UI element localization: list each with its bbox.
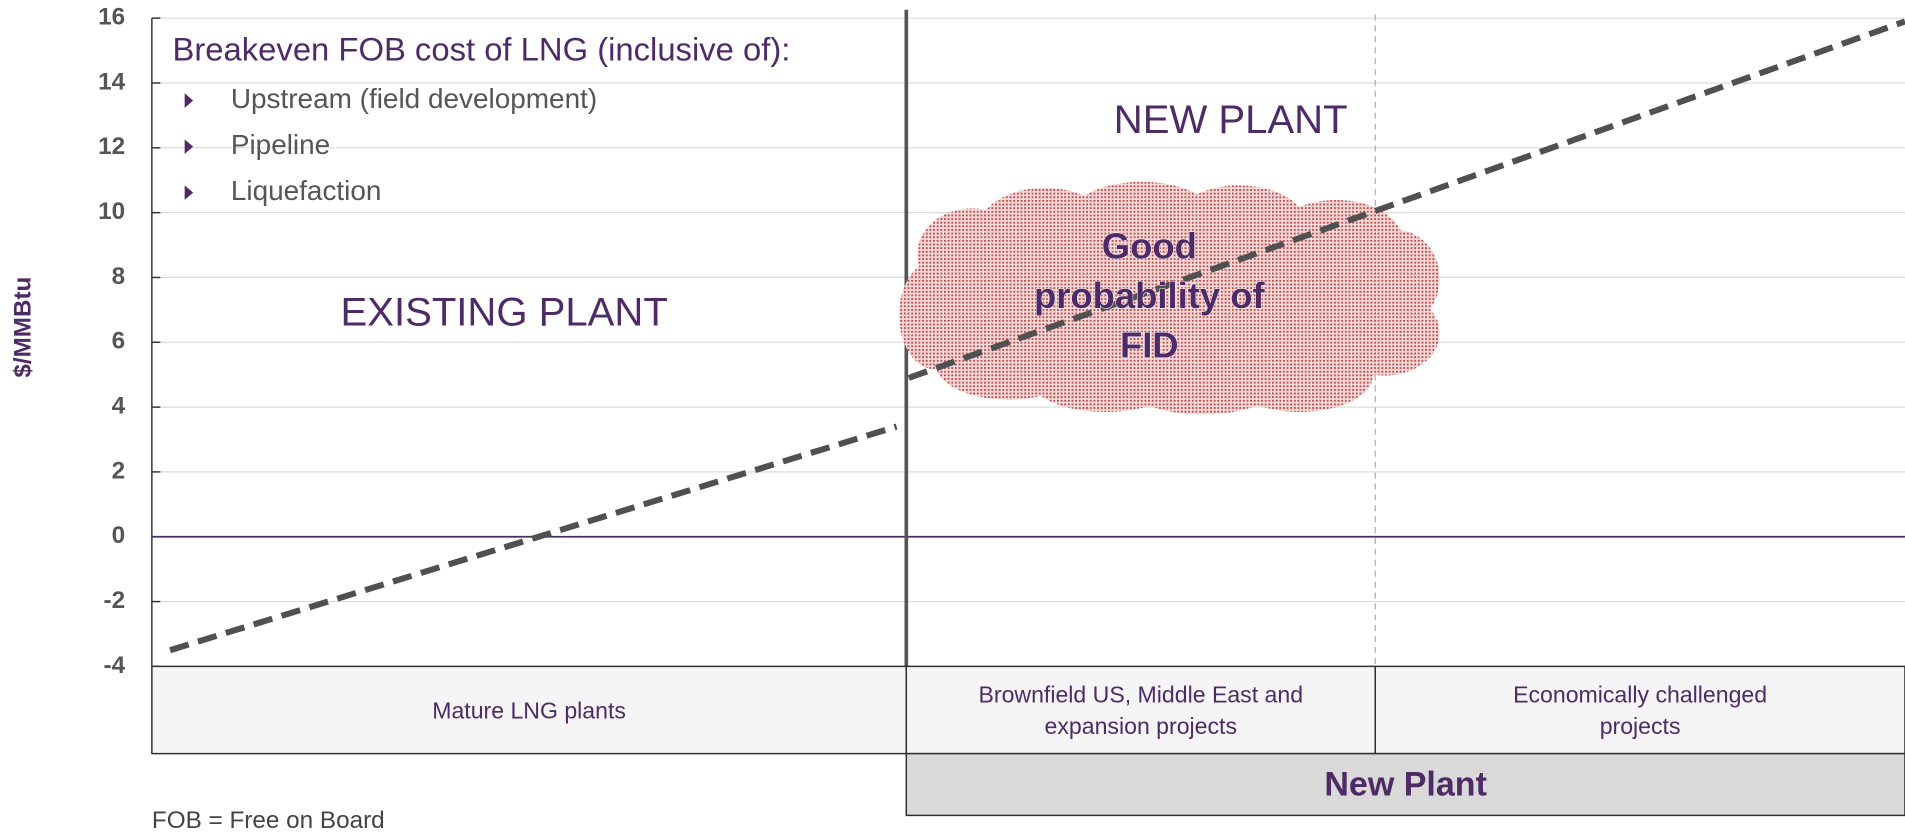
y-axis-label: $/MMBtu bbox=[10, 277, 37, 378]
y-tick-label: 0 bbox=[112, 522, 126, 549]
band-cell bbox=[1374, 665, 1905, 755]
cloud-label: Good probability of FID bbox=[1034, 225, 1266, 365]
footnote: FOB = Free on Board bbox=[152, 807, 385, 834]
bullet bbox=[184, 139, 194, 154]
y-tick-label: -2 bbox=[104, 587, 126, 614]
y-tick-label: 12 bbox=[98, 133, 125, 160]
band-cell bbox=[905, 665, 1376, 755]
band-cell bbox=[151, 665, 908, 755]
band-label: Economically challenged projects bbox=[1513, 682, 1767, 739]
y-tick-label: 2 bbox=[112, 457, 126, 484]
band-label: Mature LNG plants bbox=[432, 698, 626, 724]
y-tick-label: 4 bbox=[112, 393, 126, 420]
y-tick-label: 16 bbox=[98, 4, 125, 31]
breakeven-line bbox=[169, 18, 1905, 654]
annotation: EXISTING PLANT bbox=[341, 291, 668, 335]
y-tick-label: 14 bbox=[98, 68, 126, 95]
box-title: Breakeven FOB cost of LNG (inclusive of)… bbox=[173, 31, 791, 68]
y-tick-label: 8 bbox=[112, 263, 126, 290]
box-item: Upstream (field development) bbox=[231, 83, 597, 114]
bullet bbox=[184, 93, 194, 108]
group-label: New Plant bbox=[1324, 765, 1487, 803]
plot-root: -4 -2 0 2 4 6 8 10 12 14 16 $/MMBtu Mature LNG plant… bbox=[10, 4, 1905, 834]
box-item: Pipeline bbox=[231, 129, 330, 160]
y-tick-label: -4 bbox=[104, 652, 126, 679]
cloud bbox=[926, 212, 1413, 394]
box-item: Liquefaction bbox=[231, 175, 382, 206]
bullet bbox=[184, 185, 194, 200]
annotation: NEW PLANT bbox=[1114, 98, 1348, 142]
y-tick-label: 10 bbox=[98, 198, 125, 225]
y-tick-label: 6 bbox=[112, 328, 126, 355]
band-label: Brownfield US, Middle East and expansion … bbox=[979, 682, 1304, 739]
